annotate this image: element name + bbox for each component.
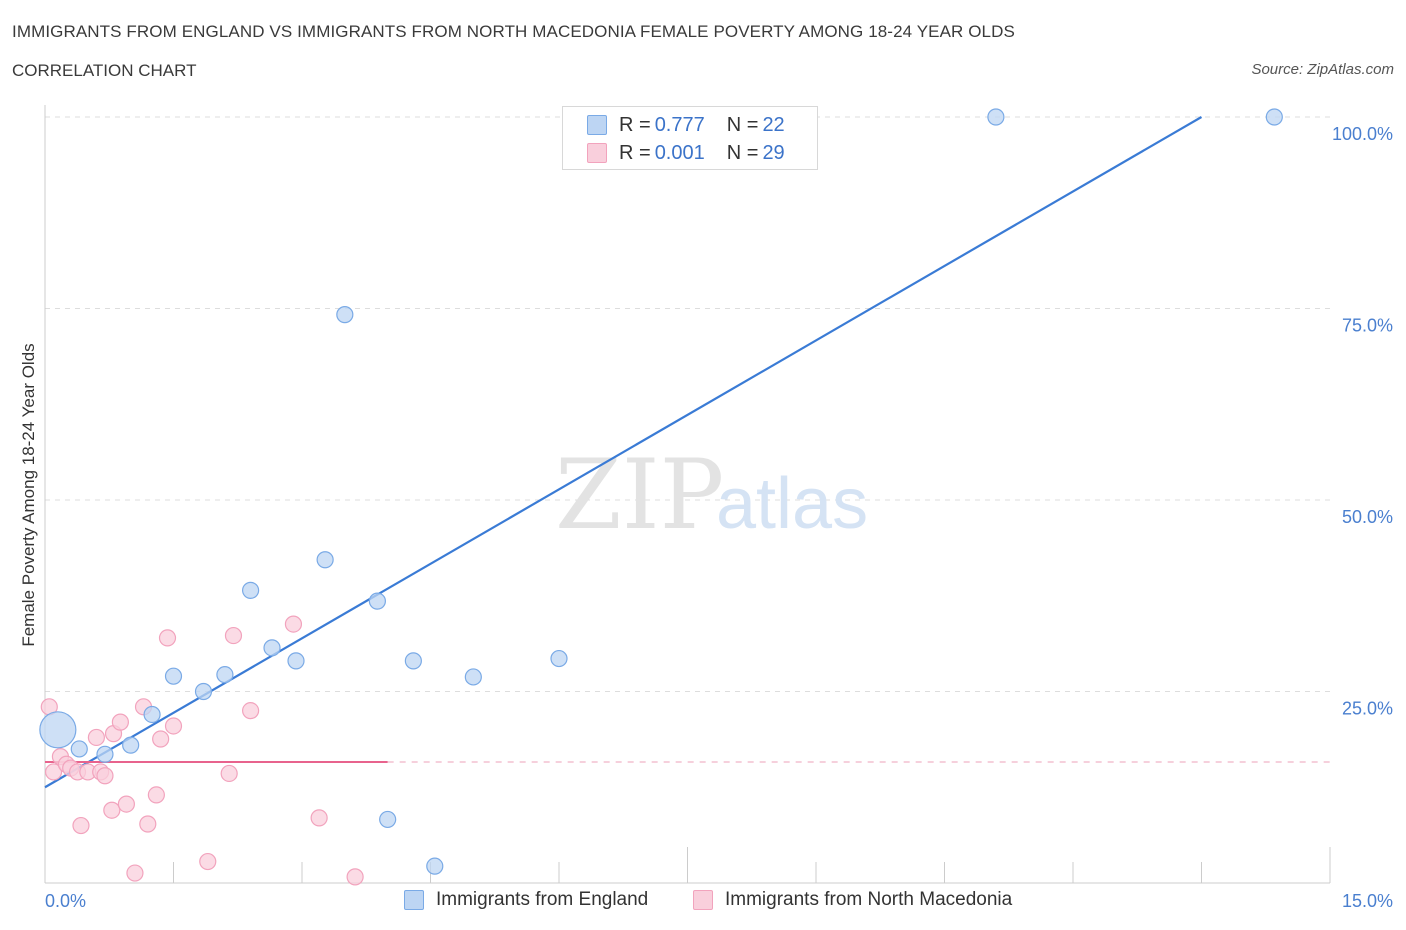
tick-labels: 25.0% 50.0% 75.0% 100.0% 0.0% 15.0% — [45, 124, 1393, 911]
r-label: R = — [619, 113, 651, 136]
point-england — [263, 639, 281, 657]
n-value: 29 — [762, 141, 785, 164]
y-tick-label: 50.0% — [1342, 507, 1393, 527]
x-tick-label: 15.0% — [1342, 891, 1393, 911]
chart-subtitle: CORRELATION CHART — [12, 61, 197, 80]
point-macedonia — [242, 702, 260, 720]
point-england — [242, 581, 260, 599]
point-england — [316, 551, 334, 569]
point-macedonia — [87, 728, 106, 747]
grid-lines — [45, 116, 1330, 692]
point-macedonia — [96, 767, 114, 785]
point-england — [216, 666, 234, 684]
legend-row-england: R = 0.777 N = 22 — [587, 113, 789, 137]
axes — [44, 105, 1331, 884]
point-macedonia — [117, 795, 135, 813]
point-macedonia — [224, 626, 243, 645]
y-tick-label: 100.0% — [1332, 124, 1393, 144]
point-macedonia — [111, 713, 129, 731]
legend-label-england: Immigrants from England — [436, 889, 649, 910]
r-value: 0.001 — [654, 141, 705, 164]
point-macedonia — [199, 852, 217, 871]
legend-item-england: Immigrants from England — [404, 889, 648, 911]
n-label: N = — [726, 113, 759, 136]
point-macedonia — [310, 809, 328, 827]
watermark-atlas: atlas — [716, 464, 868, 544]
correlation-legend: R = 0.777 N = 22 R = 0.001 N = 29 — [562, 106, 818, 170]
macedonia-swatch — [693, 890, 713, 910]
point-england — [404, 652, 422, 670]
point-macedonia — [284, 615, 303, 633]
point-england — [122, 736, 140, 754]
legend-label-macedonia: Immigrants from North Macedonia — [725, 889, 1013, 910]
point-england — [70, 740, 88, 758]
trend-line-england — [44, 116, 1203, 789]
point-england — [287, 652, 305, 670]
point-macedonia — [44, 763, 63, 781]
point-macedonia — [346, 868, 364, 886]
point-england — [96, 745, 114, 763]
watermark-zip: ZIP — [555, 439, 724, 551]
n-value: 22 — [762, 113, 785, 136]
legend-row-macedonia: R = 0.001 N = 29 — [587, 141, 789, 165]
point-macedonia — [158, 629, 177, 647]
n-label: N = — [726, 141, 759, 164]
source-label: Source: ZipAtlas.com — [1251, 61, 1394, 78]
point-macedonia — [152, 730, 170, 748]
point-england — [39, 711, 77, 749]
y-tick-label: 25.0% — [1342, 699, 1393, 719]
chart-title: IMMIGRANTS FROM ENGLAND VS IMMIGRANTS FR… — [12, 22, 1015, 41]
point-macedonia — [126, 864, 144, 882]
point-england — [336, 306, 354, 324]
point-england — [143, 705, 161, 724]
point-england — [987, 108, 1005, 126]
y-tick-label: 75.0% — [1342, 316, 1393, 336]
point-macedonia — [103, 801, 121, 819]
r-label: R = — [619, 141, 651, 164]
x-tick-label: 0.0% — [45, 891, 86, 911]
point-macedonia — [72, 816, 90, 835]
point-macedonia — [139, 815, 157, 833]
point-england — [368, 592, 386, 610]
point-england — [194, 682, 213, 701]
point-macedonia — [220, 764, 238, 783]
point-macedonia — [164, 717, 183, 735]
r-value: 0.777 — [654, 113, 705, 136]
point-england — [426, 857, 444, 875]
point-england — [164, 667, 183, 685]
point-england — [550, 649, 568, 668]
point-england — [379, 810, 397, 829]
macedonia-swatch — [587, 143, 607, 163]
point-england — [464, 668, 482, 686]
point-macedonia — [147, 786, 165, 804]
point-england — [1265, 108, 1283, 126]
england-swatch — [404, 890, 424, 910]
legend-item-macedonia: Immigrants from North Macedonia — [693, 889, 1012, 911]
y-axis-label: Female Poverty Among 18-24 Year Olds — [19, 343, 38, 646]
england-swatch — [587, 115, 607, 135]
